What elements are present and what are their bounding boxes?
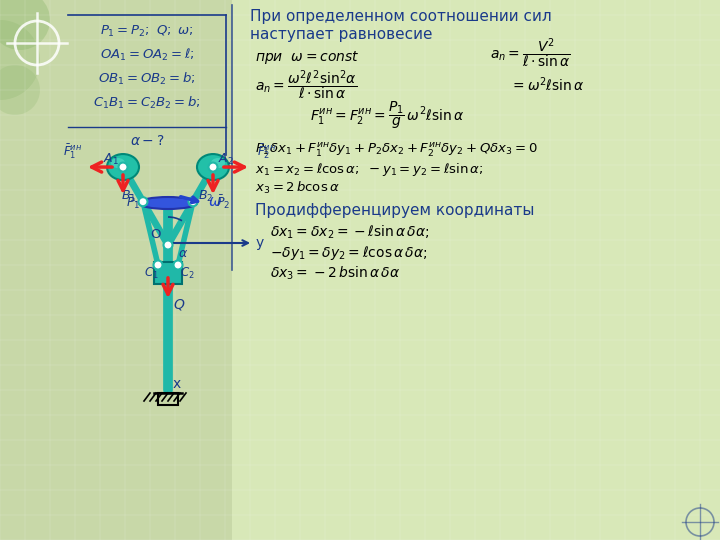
Text: При определенном соотношении сил: При определенном соотношении сил <box>250 10 552 24</box>
Ellipse shape <box>107 154 139 180</box>
Text: $\delta x_3 = -2\,b\sin\alpha\,\delta\alpha$: $\delta x_3 = -2\,b\sin\alpha\,\delta\al… <box>270 264 400 282</box>
Text: $P_1=P_2;\ Q;\ \omega;$: $P_1=P_2;\ Q;\ \omega;$ <box>100 23 194 38</box>
Circle shape <box>163 240 173 249</box>
Text: $OA_1=OA_2=\ell;$: $OA_1=OA_2=\ell;$ <box>100 47 194 63</box>
Text: $-\delta y_1 = \delta y_2 = \ell\cos\alpha\,\delta\alpha;$: $-\delta y_1 = \delta y_2 = \ell\cos\alp… <box>270 244 428 262</box>
Text: y: y <box>256 236 264 250</box>
Text: $\mathit{при}\ \ \omega = \mathit{const}$: $\mathit{при}\ \ \omega = \mathit{const}… <box>255 50 359 66</box>
Text: $\bar{P}_1$: $\bar{P}_1$ <box>126 193 140 211</box>
Text: $C_1B_1=C_2B_2=b;$: $C_1B_1=C_2B_2=b;$ <box>94 95 201 111</box>
Text: $\alpha$: $\alpha$ <box>178 247 188 260</box>
Text: $OB_1=OB_2=b;$: $OB_1=OB_2=b;$ <box>99 71 196 87</box>
Text: $x_1 = x_2 = \ell\cos\alpha;\ -y_1 = y_2 = \ell\sin\alpha;$: $x_1 = x_2 = \ell\cos\alpha;\ -y_1 = y_2… <box>255 161 483 179</box>
Text: $F_1^{\mathit{ин}} = F_2^{\mathit{ин}} = \dfrac{P_1}{g}\,\omega^2\ell\sin\alpha$: $F_1^{\mathit{ин}} = F_2^{\mathit{ин}} =… <box>310 99 464 131</box>
FancyBboxPatch shape <box>154 262 182 284</box>
Circle shape <box>153 260 163 269</box>
FancyBboxPatch shape <box>232 0 720 540</box>
Text: $\bar{F}^{\mathit{ин}}_1$: $\bar{F}^{\mathit{ин}}_1$ <box>63 141 83 160</box>
Text: $\omega$: $\omega$ <box>208 194 222 210</box>
Text: $\delta x_1 = \delta x_2 = -\ell\sin\alpha\,\delta\alpha;$: $\delta x_1 = \delta x_2 = -\ell\sin\alp… <box>270 224 430 241</box>
Text: $Q$: $Q$ <box>173 298 185 313</box>
Circle shape <box>189 197 197 206</box>
Circle shape <box>119 163 127 172</box>
Text: $x_3 = 2\,b\cos\alpha$: $x_3 = 2\,b\cos\alpha$ <box>255 180 340 196</box>
Text: $B_1$: $B_1$ <box>121 188 136 204</box>
Text: $A_1$: $A_1$ <box>103 152 119 167</box>
Text: $a_n = \dfrac{V^2}{\ell \cdot \sin\alpha}$: $a_n = \dfrac{V^2}{\ell \cdot \sin\alpha… <box>490 36 571 70</box>
Ellipse shape <box>197 154 229 180</box>
Circle shape <box>209 163 217 172</box>
Ellipse shape <box>111 158 125 168</box>
Text: наступает равновесие: наступает равновесие <box>250 26 433 42</box>
Text: $A_2$: $A_2$ <box>218 152 234 167</box>
Ellipse shape <box>211 158 225 168</box>
Text: $a_n = \dfrac{\omega^2\ell^2\sin^2\!\alpha}{\ell\cdot\sin\alpha}$: $a_n = \dfrac{\omega^2\ell^2\sin^2\!\alp… <box>255 68 357 102</box>
Circle shape <box>174 260 182 269</box>
Text: $C_2$: $C_2$ <box>180 266 194 281</box>
Text: O: O <box>150 228 161 241</box>
Circle shape <box>138 197 148 206</box>
Text: x: x <box>173 377 181 391</box>
Text: $\bar{P}_2$: $\bar{P}_2$ <box>216 193 230 211</box>
Text: Продифференцируем координаты: Продифференцируем координаты <box>255 202 534 218</box>
Text: $C_1$: $C_1$ <box>144 266 158 281</box>
Ellipse shape <box>139 197 197 209</box>
Text: $B_2$: $B_2$ <box>198 188 213 204</box>
Text: $\bar{F}^{\mathit{ин}}_2$: $\bar{F}^{\mathit{ин}}_2$ <box>257 141 276 160</box>
Text: $P_1\delta x_1 + F_1^{\mathit{ин}}\delta y_1 + P_2\delta x_2 + F_2^{\mathit{ин}}: $P_1\delta x_1 + F_1^{\mathit{ин}}\delta… <box>255 141 538 159</box>
Bar <box>158 393 178 405</box>
Circle shape <box>0 65 40 115</box>
Circle shape <box>0 0 50 50</box>
Circle shape <box>0 20 40 100</box>
Text: $\alpha-?$: $\alpha-?$ <box>130 134 164 148</box>
Text: $=\omega^2\ell\sin\alpha$: $=\omega^2\ell\sin\alpha$ <box>510 76 585 94</box>
